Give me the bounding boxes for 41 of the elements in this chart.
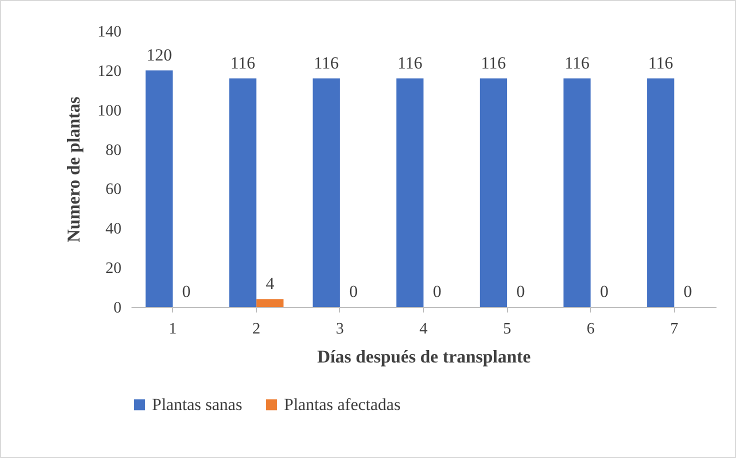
data-label: 116 [314, 53, 339, 72]
data-label: 0 [349, 282, 358, 301]
data-label: 116 [481, 53, 506, 72]
bar [229, 78, 256, 307]
data-label: 0 [600, 282, 608, 301]
x-tick-label: 1 [168, 320, 177, 338]
data-label: 120 [146, 45, 172, 64]
bar [146, 70, 173, 307]
y-tick-label: 40 [106, 220, 122, 238]
bar [480, 78, 508, 307]
y-tick-label: 60 [106, 181, 122, 198]
data-label: 116 [397, 53, 422, 72]
data-label: 0 [684, 282, 692, 301]
data-label: 0 [182, 282, 191, 301]
y-tick-label: 20 [106, 260, 122, 278]
y-tick-label: 0 [114, 300, 122, 316]
x-tick-label: 4 [420, 320, 428, 338]
data-label: 0 [432, 282, 442, 301]
x-tick-label: 6 [586, 320, 595, 338]
x-axis-title: Días después de transplante [317, 346, 531, 366]
bar [647, 78, 674, 307]
x-tick-label: 3 [336, 320, 344, 338]
data-label: 116 [648, 53, 674, 72]
data-label: 4 [266, 274, 275, 294]
bar [396, 78, 424, 307]
y-tick-label: 100 [98, 102, 122, 120]
bar [312, 78, 340, 307]
data-label: 116 [564, 53, 590, 72]
data-label: 0 [516, 282, 525, 301]
y-tick-label: 80 [106, 142, 122, 159]
y-tick-label: 140 [98, 24, 122, 40]
x-tick-label: 5 [503, 320, 512, 338]
y-tick-label: 120 [98, 62, 122, 80]
data-label: 116 [230, 53, 256, 72]
x-tick-label: 2 [252, 320, 260, 338]
legend-label: Plantas sanas [152, 394, 242, 414]
x-tick-label: 7 [670, 320, 678, 338]
bar [256, 299, 284, 307]
y-axis-title: Numero de plantas [64, 96, 84, 242]
bar [563, 78, 591, 307]
legend-label: Plantas afectadas [284, 394, 401, 414]
